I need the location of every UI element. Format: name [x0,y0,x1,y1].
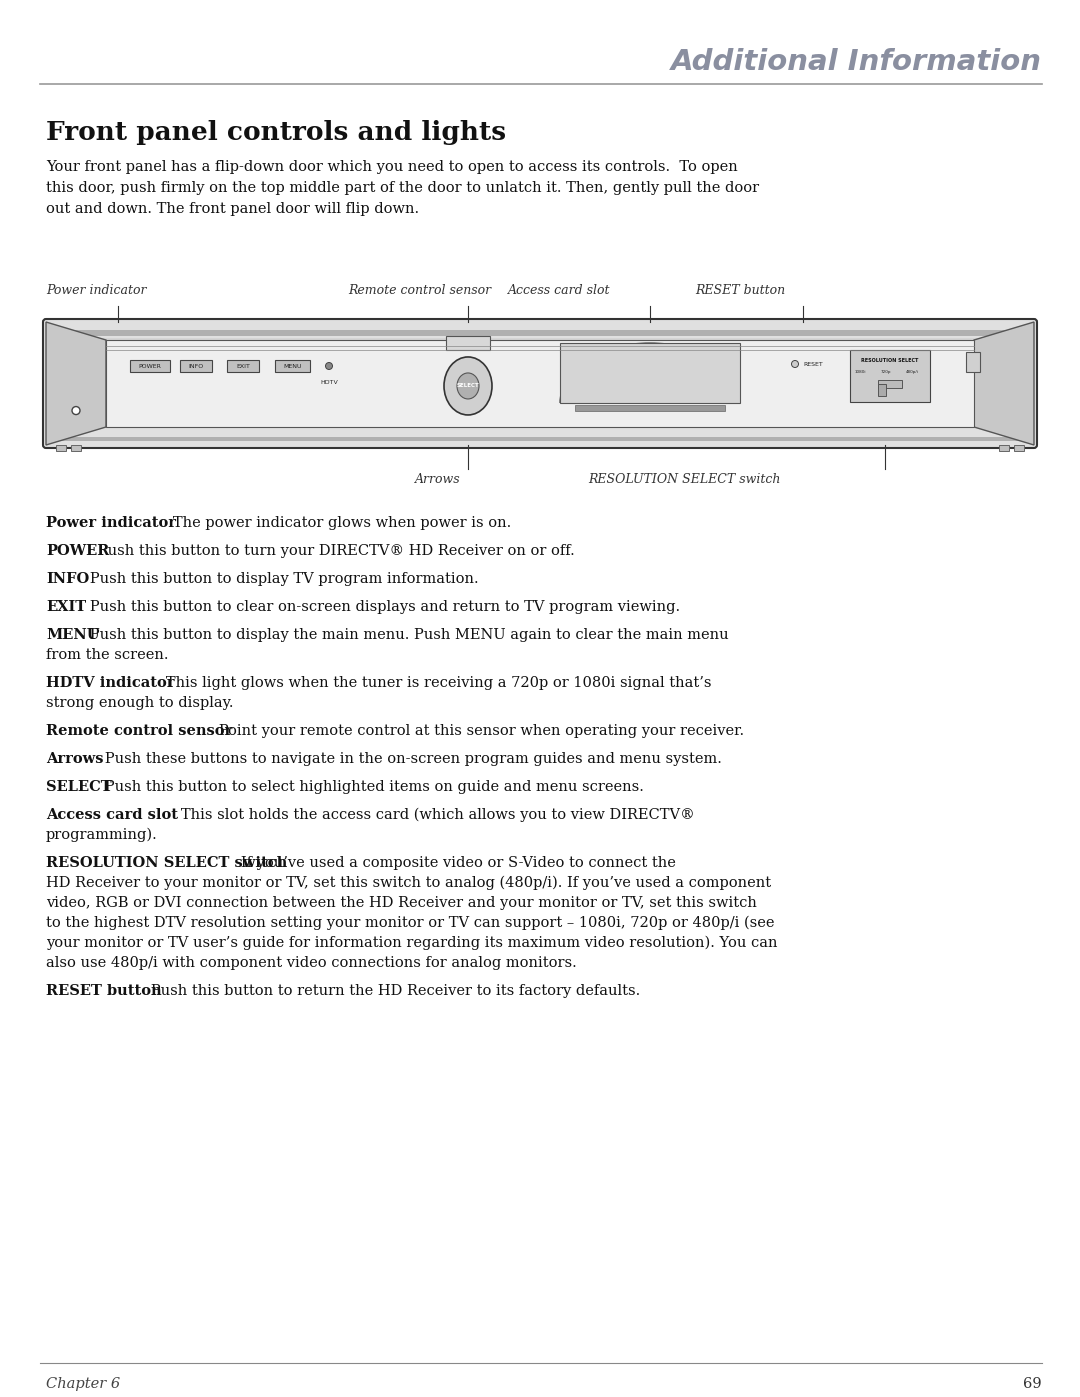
Text: EXIT: EXIT [46,599,86,615]
Text: This slot holds the access card (which allows you to view DIRECTV®: This slot holds the access card (which a… [167,807,694,823]
Text: Additional Information: Additional Information [671,47,1042,75]
Bar [56,446,66,451]
Text: INFO: INFO [188,365,204,369]
Bar [50,437,1030,441]
Text: Front panel controls and lights: Front panel controls and lights [46,120,507,145]
Text: Push this button to clear on-screen displays and return to TV program viewing.: Push this button to clear on-screen disp… [77,599,680,615]
Text: also use 480p/i with component video connections for analog monitors.: also use 480p/i with component video con… [46,956,577,970]
Text: 69: 69 [1024,1377,1042,1391]
Text: Arrows: Arrows [46,752,104,766]
Text: RESET button: RESET button [696,284,785,298]
Text: 720p: 720p [881,370,891,374]
Text: Chapter 6: Chapter 6 [46,1377,120,1391]
Polygon shape [974,321,1034,446]
Bar [50,338,1030,342]
Bar [999,446,1009,451]
Bar [561,344,740,402]
Text: Arrows: Arrows [415,474,461,486]
Text: Push this button to turn your DIRECTV® HD Receiver on or off.: Push this button to turn your DIRECTV® H… [84,543,575,557]
Text: Access card slot: Access card slot [46,807,178,821]
Text: Power indicator: Power indicator [46,284,147,298]
FancyBboxPatch shape [43,319,1037,448]
Text: Push this button to display the main menu. Push MENU again to clear the main men: Push this button to display the main men… [77,629,729,643]
Text: Push these buttons to navigate in the on-screen program guides and menu system.: Push these buttons to navigate in the on… [92,752,723,766]
Text: MENU: MENU [46,629,99,643]
Bar [1014,446,1024,451]
Text: Your front panel has a flip-down door which you need to open to access its contr: Your front panel has a flip-down door wh… [46,161,738,175]
Bar [71,446,81,451]
Circle shape [792,360,798,367]
Text: Power indicator: Power indicator [46,515,176,529]
Text: MENU: MENU [283,365,301,369]
Text: your monitor or TV user’s guide for information regarding its maximum video reso: your monitor or TV user’s guide for info… [46,936,778,950]
Text: Access card slot: Access card slot [508,284,610,298]
Text: Push this button to return the HD Receiver to its factory defaults.: Push this button to return the HD Receiv… [137,983,640,997]
Text: programming).: programming). [46,828,158,842]
Ellipse shape [444,358,492,415]
Text: HDTV indicator: HDTV indicator [46,676,175,690]
Text: POWER: POWER [138,365,161,369]
Text: INFO: INFO [46,571,90,585]
Bar [227,360,259,372]
Polygon shape [46,321,106,446]
Text: Point your remote control at this sensor when operating your receiver.: Point your remote control at this sensor… [205,724,744,738]
Text: 1080i: 1080i [854,370,866,374]
Bar [446,337,490,351]
Bar [130,360,170,372]
Ellipse shape [457,373,480,400]
Text: RESOLUTION SELECT: RESOLUTION SELECT [862,358,919,363]
Text: Remote control sensor: Remote control sensor [46,724,232,738]
Bar [50,330,1030,337]
Bar [878,384,886,395]
Text: to the highest DTV resolution setting your monitor or TV can support – 1080i, 72: to the highest DTV resolution setting yo… [46,916,774,930]
Bar [966,352,980,372]
Text: POWER: POWER [46,543,109,557]
Text: Remote control sensor: Remote control sensor [348,284,491,298]
Text: RESOLUTION SELECT switch: RESOLUTION SELECT switch [46,856,287,870]
Bar [575,405,725,411]
Text: RESET: RESET [804,362,823,366]
Text: out and down. The front panel door will flip down.: out and down. The front panel door will … [46,203,419,217]
Text: RESOLUTION SELECT switch: RESOLUTION SELECT switch [588,474,781,486]
Text: Push this button to select highlighted items on guide and menu screens.: Push this button to select highlighted i… [92,780,645,793]
Bar [180,360,212,372]
Text: this door, push firmly on the top middle part of the door to unlatch it. Then, g: this door, push firmly on the top middle… [46,182,759,196]
Text: SELECT: SELECT [457,383,480,388]
Text: Push this button to display TV program information.: Push this button to display TV program i… [77,571,478,585]
Bar [878,380,902,388]
Text: EXIT: EXIT [237,365,249,369]
Text: HDTV: HDTV [320,380,338,386]
Circle shape [325,362,333,369]
Bar [275,360,310,372]
Text: strong enough to display.: strong enough to display. [46,696,233,710]
Text: video, RGB or DVI connection between the HD Receiver and your monitor or TV, set: video, RGB or DVI connection between the… [46,895,757,909]
Text: HD Receiver to your monitor or TV, set this switch to analog (480p/i). If you’ve: HD Receiver to your monitor or TV, set t… [46,876,771,890]
Text: If you’ve used a composite video or S-Video to connect the: If you’ve used a composite video or S-Vi… [228,856,676,870]
Text: The power indicator glows when power is on.: The power indicator glows when power is … [160,515,512,529]
Text: This light glows when the tuner is receiving a 720p or 1080i signal that’s: This light glows when the tuner is recei… [152,676,712,690]
Text: from the screen.: from the screen. [46,648,168,662]
Text: 480p/i: 480p/i [905,370,918,374]
Text: RESET button: RESET button [46,983,162,997]
Circle shape [72,407,80,415]
Bar [106,339,974,427]
Bar [850,351,930,402]
Text: SELECT: SELECT [46,780,111,793]
